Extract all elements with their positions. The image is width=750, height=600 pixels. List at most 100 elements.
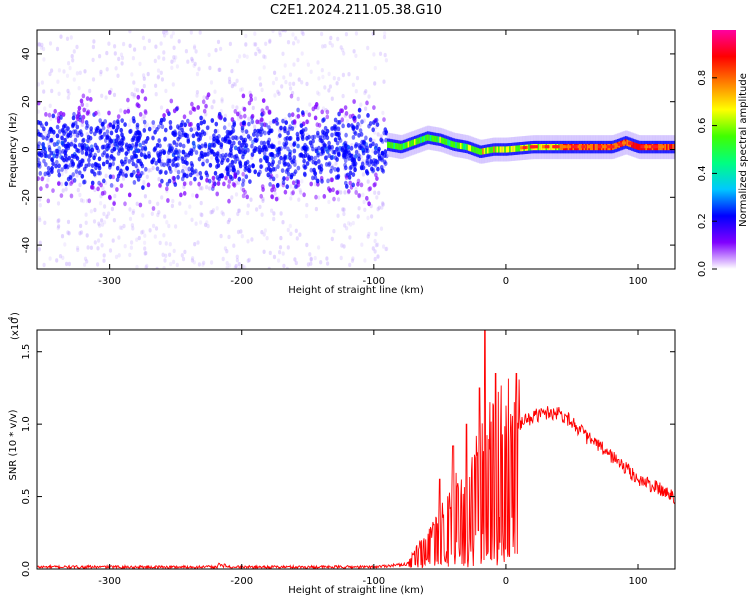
noise-core (292, 140, 297, 146)
noise-core (69, 193, 74, 199)
noise-speckle (197, 262, 201, 267)
noise-speckle (117, 253, 121, 258)
noise-speckle (195, 71, 200, 77)
noise-speckle (305, 213, 309, 219)
noise-speckle (351, 256, 355, 261)
noise-speckle (289, 142, 293, 147)
noise-core (95, 145, 99, 151)
noise-speckle (227, 234, 231, 240)
noise-speckle (209, 210, 213, 215)
noise-speckle (381, 202, 385, 207)
noise-core (111, 174, 116, 180)
noise-speckle (100, 93, 104, 99)
noise-speckle (131, 56, 135, 61)
ridge-core (515, 145, 519, 152)
noise-speckle (243, 265, 247, 269)
noise-speckle (373, 238, 377, 244)
noise-speckle (373, 65, 377, 71)
noise-core (271, 176, 276, 182)
ridge-core (505, 146, 509, 153)
noise-core (259, 140, 264, 146)
noise-speckle (59, 182, 64, 187)
noise-core (101, 121, 105, 127)
noise-core (210, 118, 215, 123)
noise-speckle (184, 210, 188, 215)
noise-core (283, 136, 288, 142)
noise-speckle (323, 85, 327, 90)
noise-core (240, 128, 245, 134)
ridge-peak (555, 145, 560, 149)
colorbar-gradient (712, 30, 736, 269)
noise-core (210, 142, 214, 148)
noise-core (188, 180, 193, 186)
noise-core (318, 169, 323, 175)
noise-speckle (56, 225, 60, 231)
noise-core (115, 165, 120, 171)
noise-speckle (278, 250, 282, 255)
noise-speckle (158, 240, 162, 246)
noise-speckle (233, 265, 237, 269)
noise-core (336, 167, 340, 173)
noise-core (309, 181, 314, 187)
noise-speckle (295, 236, 299, 241)
noise-speckle (157, 74, 161, 79)
noise-core (248, 136, 253, 141)
noise-speckle (170, 203, 174, 209)
noise-core (356, 181, 360, 187)
noise-core (365, 100, 369, 106)
noise-core (233, 135, 238, 140)
noise-core (255, 119, 259, 125)
noise-speckle (211, 208, 216, 213)
noise-core (87, 198, 92, 204)
noise-core (368, 186, 373, 192)
noise-core (285, 176, 290, 182)
noise-speckle (359, 102, 363, 107)
noise-speckle (352, 49, 356, 54)
noise-core (200, 143, 204, 149)
noise-speckle (268, 39, 272, 45)
noise-core (333, 117, 338, 123)
noise-speckle (342, 51, 346, 56)
noise-core (237, 140, 242, 146)
noise-speckle (348, 262, 352, 268)
ridge-core (418, 137, 422, 144)
noise-speckle (354, 89, 358, 94)
noise-speckle (232, 243, 236, 248)
noise-core (123, 109, 127, 115)
noise-core (229, 150, 233, 156)
noise-speckle (367, 231, 371, 237)
noise-core (266, 172, 271, 178)
noise-speckle (381, 110, 385, 116)
noise-speckle (78, 70, 82, 76)
noise-core (305, 119, 309, 125)
ridge-core (429, 135, 433, 142)
noise-speckle (225, 261, 229, 266)
noise-core (138, 202, 143, 208)
noise-core (124, 142, 129, 148)
noise-speckle (99, 72, 103, 77)
noise-speckle (111, 238, 115, 243)
noise-speckle (141, 229, 145, 234)
noise-speckle (260, 230, 264, 235)
noise-core (335, 140, 340, 146)
noise-core (242, 140, 247, 146)
noise-core (373, 150, 378, 155)
noise-core (195, 193, 199, 199)
noise-core (77, 105, 82, 111)
noise-core (86, 138, 90, 144)
noise-core (180, 127, 184, 133)
noise-core (325, 114, 330, 120)
noise-core (89, 97, 93, 102)
noise-core (317, 145, 321, 151)
ridge-core (412, 139, 416, 146)
ridge-core (669, 144, 673, 151)
noise-core (320, 109, 325, 115)
noise-core (359, 143, 364, 149)
noise-core (281, 118, 285, 124)
noise-core (90, 163, 95, 169)
noise-speckle (350, 258, 355, 263)
noise-speckle (192, 126, 196, 132)
noise-speckle (273, 93, 277, 98)
noise-core (220, 173, 224, 179)
noise-core (37, 157, 40, 163)
